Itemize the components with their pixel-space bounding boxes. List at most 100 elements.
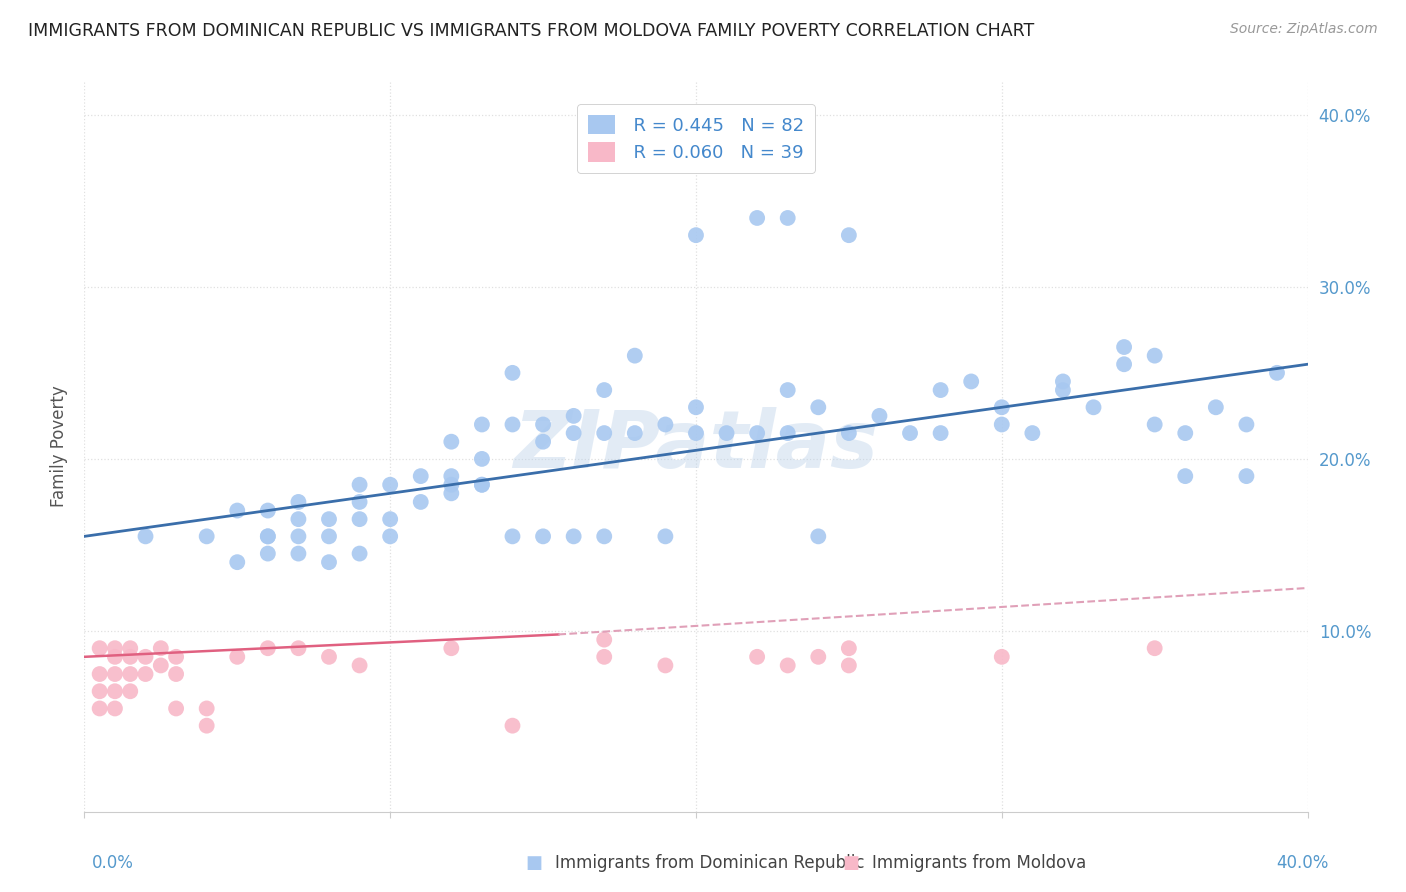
Point: [89, 684, 111, 698]
Point: [165, 667, 187, 681]
Point: [349, 547, 371, 561]
Point: [869, 409, 891, 423]
Point: [747, 649, 769, 664]
Point: [318, 555, 340, 569]
Point: [104, 667, 127, 681]
Point: [654, 529, 676, 543]
Point: [149, 658, 172, 673]
Text: Immigrants from Dominican Republic: Immigrants from Dominican Republic: [555, 855, 865, 872]
Point: [257, 529, 280, 543]
Point: [104, 641, 127, 656]
Point: [226, 649, 249, 664]
Point: [226, 555, 249, 569]
Point: [195, 719, 218, 733]
Point: [929, 426, 952, 441]
Point: [776, 211, 799, 225]
Point: [135, 529, 157, 543]
Point: [807, 401, 830, 415]
Y-axis label: Family Poverty: Family Poverty: [51, 385, 69, 507]
Point: [838, 641, 860, 656]
Point: [531, 529, 554, 543]
Point: [1143, 641, 1166, 656]
Point: [1174, 469, 1197, 483]
Point: [120, 641, 142, 656]
Point: [593, 426, 616, 441]
Text: ■: ■: [842, 855, 859, 872]
Point: [716, 426, 738, 441]
Point: [89, 701, 111, 715]
Point: [776, 383, 799, 397]
Point: [349, 658, 371, 673]
Point: [318, 529, 340, 543]
Point: [287, 512, 309, 526]
Point: [440, 434, 463, 449]
Point: [960, 375, 983, 389]
Point: [1236, 469, 1258, 483]
Point: [562, 529, 585, 543]
Point: [991, 401, 1014, 415]
Point: [991, 649, 1014, 664]
Point: [502, 366, 524, 380]
Point: [440, 469, 463, 483]
Point: [1052, 375, 1074, 389]
Point: [1083, 401, 1105, 415]
Point: [318, 512, 340, 526]
Point: [1052, 383, 1074, 397]
Point: [776, 426, 799, 441]
Point: [440, 641, 463, 656]
Point: [502, 719, 524, 733]
Point: [654, 417, 676, 432]
Point: [502, 529, 524, 543]
Legend:   R = 0.445   N = 82,   R = 0.060   N = 39: R = 0.445 N = 82, R = 0.060 N = 39: [576, 104, 815, 173]
Point: [440, 486, 463, 500]
Point: [287, 641, 309, 656]
Point: [471, 451, 494, 466]
Point: [838, 658, 860, 673]
Text: Source: ZipAtlas.com: Source: ZipAtlas.com: [1230, 22, 1378, 37]
Point: [226, 503, 249, 517]
Point: [685, 228, 707, 243]
Text: IMMIGRANTS FROM DOMINICAN REPUBLIC VS IMMIGRANTS FROM MOLDOVA FAMILY POVERTY COR: IMMIGRANTS FROM DOMINICAN REPUBLIC VS IM…: [28, 22, 1035, 40]
Text: 40.0%: 40.0%: [1277, 855, 1329, 872]
Point: [1265, 366, 1288, 380]
Point: [287, 495, 309, 509]
Point: [349, 512, 371, 526]
Point: [120, 649, 142, 664]
Point: [135, 667, 157, 681]
Text: 0.0%: 0.0%: [91, 855, 134, 872]
Point: [593, 632, 616, 647]
Point: [471, 477, 494, 491]
Point: [471, 477, 494, 491]
Point: [380, 529, 402, 543]
Point: [807, 529, 830, 543]
Point: [898, 426, 921, 441]
Point: [838, 228, 860, 243]
Point: [409, 469, 432, 483]
Text: ZIPatlas: ZIPatlas: [513, 407, 879, 485]
Point: [685, 401, 707, 415]
Point: [120, 684, 142, 698]
Point: [257, 529, 280, 543]
Point: [104, 649, 127, 664]
Text: Immigrants from Moldova: Immigrants from Moldova: [872, 855, 1085, 872]
Point: [104, 684, 127, 698]
Point: [135, 649, 157, 664]
Point: [471, 417, 494, 432]
Point: [440, 477, 463, 491]
Point: [89, 641, 111, 656]
Point: [685, 426, 707, 441]
Point: [624, 426, 647, 441]
Point: [409, 495, 432, 509]
Point: [1205, 401, 1227, 415]
Point: [531, 417, 554, 432]
Point: [120, 667, 142, 681]
Point: [929, 383, 952, 397]
Point: [287, 529, 309, 543]
Point: [776, 658, 799, 673]
Point: [165, 701, 187, 715]
Point: [593, 649, 616, 664]
Point: [195, 701, 218, 715]
Point: [624, 349, 647, 363]
Point: [1114, 340, 1136, 354]
Point: [257, 547, 280, 561]
